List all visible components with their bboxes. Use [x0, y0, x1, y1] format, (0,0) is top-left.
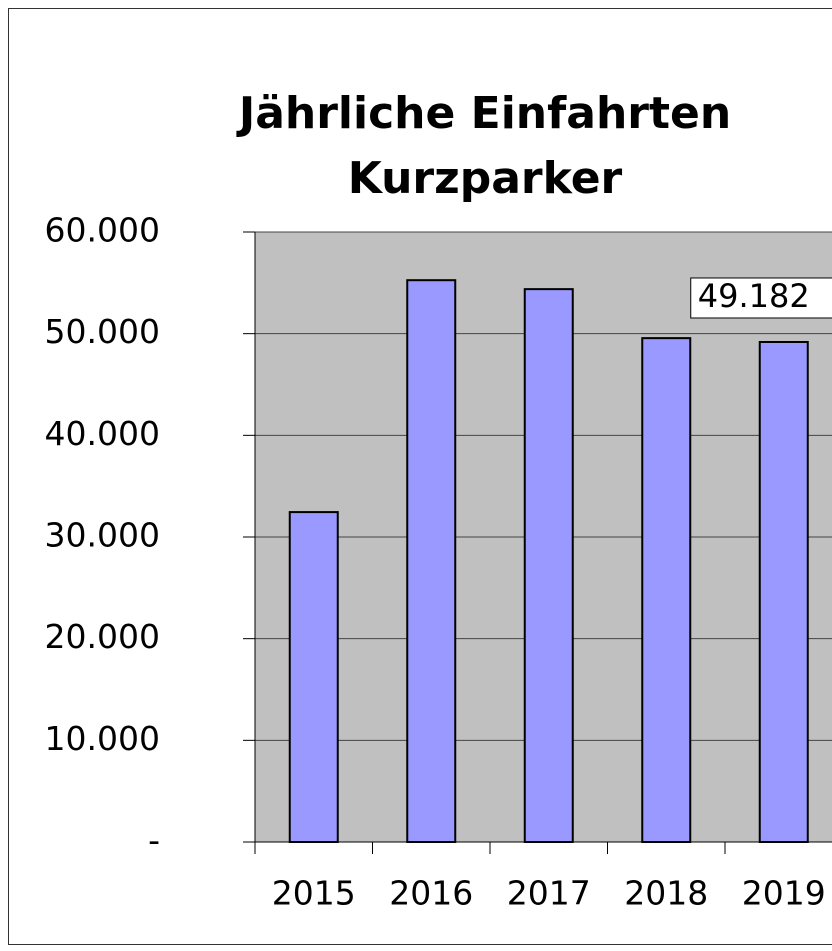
x-tick-label: 2019	[742, 874, 826, 913]
y-tick-label: 50.000	[45, 312, 160, 351]
y-tick-label: -	[148, 821, 160, 860]
bar	[523, 288, 574, 843]
x-tick-label: 2018	[624, 874, 708, 913]
y-tick-label: 10.000	[45, 719, 160, 758]
data-label: 49.182	[698, 277, 810, 315]
y-tick-label: 60.000	[45, 211, 160, 250]
bar	[641, 337, 692, 843]
bar	[288, 511, 339, 843]
chart-title: Jährliche Einfahrten	[236, 88, 731, 139]
y-tick-label: 30.000	[45, 516, 160, 555]
x-tick-label: 2017	[507, 874, 591, 913]
bar	[406, 279, 457, 843]
chart-title: Kurzparker	[348, 153, 623, 204]
y-tick-label: 20.000	[45, 617, 160, 656]
x-tick-label: 2015	[272, 874, 356, 913]
y-tick-label: 40.000	[45, 414, 160, 453]
data-label-box	[690, 277, 832, 319]
bar	[758, 340, 809, 843]
x-tick-label: 2016	[389, 874, 473, 913]
